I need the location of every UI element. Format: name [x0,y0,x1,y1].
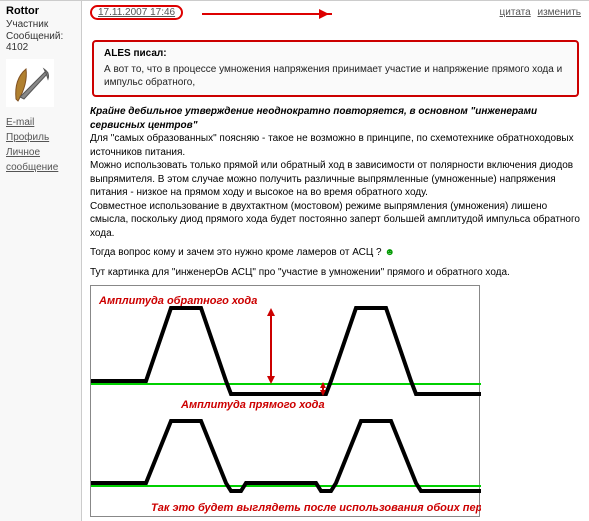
quote-body: А вот то, что в процессе умножения напря… [104,63,567,89]
para-2-wrap: Тогда вопрос кому и зачем это нужно кром… [90,246,581,260]
edit-action[interactable]: изменить [537,7,581,18]
timestamp-highlight: 17.11.2007 17:46 [90,5,183,20]
user-links: E-mail Профиль Личное сообщение [6,115,75,175]
para-2: Тогда вопрос кому и зачем это нужно кром… [90,247,382,258]
quote-box: ALES писал: А вот то, что в процессе умн… [92,40,579,97]
quote-action[interactable]: цитата [500,7,531,18]
label-reverse: Амплитуда обратного хода [98,295,257,307]
waveform-diagram: Амплитуда обратного хода Амплитуда прямо… [90,285,480,517]
user-post-count: Сообщений: 4102 [6,31,75,53]
annotation-arrow [202,13,332,15]
username: Rottor [6,5,75,17]
post-header: 17.11.2007 17:46 цитата изменить [90,5,581,20]
para-1d: Совместное использование в двухтактном (… [90,201,580,239]
para-1b: Для "самых образованных" поясняю - такое… [90,133,574,158]
forum-post: Rottor Участник Сообщений: 4102 E-mail П… [0,0,589,521]
timestamp-link[interactable]: 17.11.2007 17:46 [98,7,175,18]
user-column: Rottor Участник Сообщений: 4102 E-mail П… [0,1,82,521]
pm-link[interactable]: Личное сообщение [6,145,75,175]
profile-link[interactable]: Профиль [6,130,49,145]
quote-author: ALES писал: [104,48,567,59]
label-forward: Амплитуда прямого хода [180,399,325,411]
para-1c: Можно использовать только прямой или обр… [90,160,573,198]
post-body: Крайне дебильное утверждение неоднократн… [90,105,581,240]
content-column: 17.11.2007 17:46 цитата изменить ALES пи… [82,1,589,521]
label-bottom: Так это будет выглядеть после использова… [151,502,481,514]
para-3: Тут картинка для "инженерОв АСЦ" про "уч… [90,266,581,280]
para-1a: Крайне дебильное утверждение неоднократн… [90,106,537,131]
email-link[interactable]: E-mail [6,115,34,130]
post-actions: цитата изменить [496,7,581,18]
user-role: Участник [6,19,75,30]
avatar [6,59,54,107]
smiley-icon: ☻ [384,247,395,258]
